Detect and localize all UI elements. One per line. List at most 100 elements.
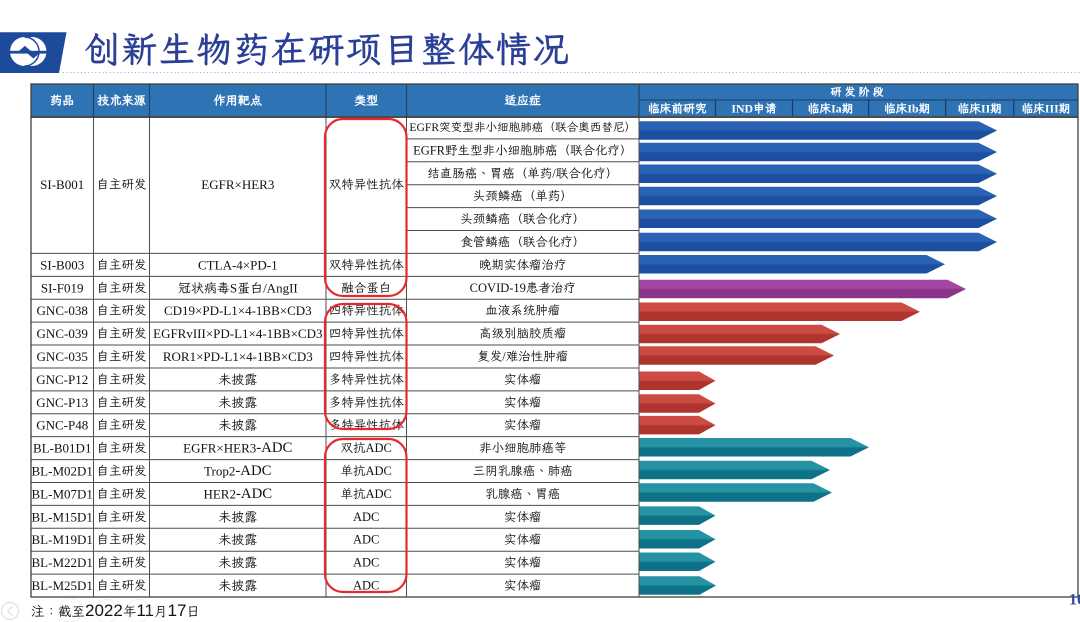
svg-text:实体瘤: 实体瘤 [504,579,542,593]
svg-text:自主研发: 自主研发 [96,281,146,295]
svg-text:BL-M15D1: BL-M15D1 [32,509,93,524]
svg-text:ADC: ADC [353,510,379,524]
svg-text:EGFR突变型非小细胞肺癌（联合奥西替尼）: EGFR突变型非小细胞肺癌（联合奥西替尼） [409,121,636,134]
svg-text:自主研发: 自主研发 [96,304,146,318]
svg-text:研发阶段: 研发阶段 [831,86,887,99]
svg-text:ROR1×PD-L1×4-1BB×CD3: ROR1×PD-L1×4-1BB×CD3 [163,349,313,364]
svg-text:实体瘤: 实体瘤 [504,510,542,524]
svg-text:未披露: 未披露 [218,372,257,387]
svg-text:EGFRvIII×PD-L1×4-1BB×CD3: EGFRvIII×PD-L1×4-1BB×CD3 [153,326,322,341]
svg-text:GNC-039: GNC-039 [37,326,88,341]
svg-text:自主研发: 自主研发 [96,441,146,455]
svg-text:SI-F019: SI-F019 [41,280,84,295]
svg-text:自主研发: 自主研发 [96,258,146,272]
svg-text:临床III期: 临床III期 [1021,102,1070,116]
svg-text:BL-M19D1: BL-M19D1 [32,532,93,547]
svg-text:冠状病毒S蛋白/AngII: 冠状病毒S蛋白/AngII [178,280,298,295]
svg-text:SI-B001: SI-B001 [40,177,84,192]
svg-text:BL-M02D1: BL-M02D1 [32,464,93,479]
svg-text:SI-B003: SI-B003 [40,257,84,272]
svg-text:双特异性抗体: 双特异性抗体 [329,178,405,192]
svg-text:未披露: 未披露 [218,418,257,433]
svg-text:头颈鳞癌（单药）: 头颈鳞癌（单药） [473,189,573,203]
svg-text:乳腺癌、胃癌: 乳腺癌、胃癌 [485,487,560,501]
svg-text:未披露: 未披露 [218,395,257,410]
svg-text:药品: 药品 [50,94,74,108]
svg-text:自主研发: 自主研发 [96,395,146,409]
svg-text:融合蛋白: 融合蛋白 [341,281,391,295]
svg-text:ADC: ADC [353,579,379,593]
svg-text:血液系统肿瘤: 血液系统肿瘤 [485,304,560,318]
svg-text:自主研发: 自主研发 [96,178,146,192]
svg-text:晚期实体瘤治疗: 晚期实体瘤治疗 [479,258,567,272]
svg-text:EGFR野生型非小细胞肺癌（联合化疗）: EGFR野生型非小细胞肺癌（联合化疗） [413,143,632,157]
svg-text:未披露: 未披露 [218,509,257,524]
svg-text:临床II期: 临床II期 [957,102,1002,116]
svg-text:未披露: 未披露 [218,578,257,593]
svg-text:实体瘤: 实体瘤 [504,372,542,386]
svg-text:非小细胞肺癌等: 非小细胞肺癌等 [479,441,567,455]
svg-text:未披露: 未披露 [218,532,257,547]
svg-text:多特异性抗体: 多特异性抗体 [329,372,405,386]
svg-text:单抗ADC: 单抗ADC [340,464,391,478]
svg-text:ADC: ADC [353,556,379,570]
svg-text:自主研发: 自主研发 [96,372,146,386]
svg-text:双特异性抗体: 双特异性抗体 [329,258,405,272]
svg-text:创新生物药在研项目整体情况: 创新生物药在研项目整体情况 [84,30,570,70]
svg-text:实体瘤: 实体瘤 [504,533,542,547]
svg-text:自主研发: 自主研发 [96,556,146,570]
svg-text:Trop2-ADC: Trop2-ADC [204,463,272,479]
svg-text:自主研发: 自主研发 [96,579,146,593]
svg-text:适应症: 适应症 [505,94,542,108]
svg-text:结直肠癌、胃癌（单药/联合化疗）: 结直肠癌、胃癌（单药/联合化疗） [427,166,618,180]
svg-text:头颈鳞癌（联合化疗）: 头颈鳞癌（联合化疗） [460,212,585,226]
svg-text:自主研发: 自主研发 [96,533,146,547]
svg-text:作用靶点: 作用靶点 [213,94,262,108]
svg-text:EGFR×HER3-ADC: EGFR×HER3-ADC [183,440,292,456]
svg-text:类型: 类型 [354,94,378,108]
svg-text:临床前研究: 临床前研究 [648,102,707,116]
svg-text:高级别脑胶质瘤: 高级别脑胶质瘤 [479,327,567,341]
svg-text:实体瘤: 实体瘤 [504,556,542,570]
svg-text:GNC-P48: GNC-P48 [36,418,88,433]
svg-text:自主研发: 自主研发 [96,510,146,524]
svg-text:多特异性抗体: 多特异性抗体 [329,395,405,409]
svg-text:ADC: ADC [353,533,379,547]
svg-text:自主研发: 自主研发 [96,487,146,501]
svg-text:BL-M07D1: BL-M07D1 [32,486,93,501]
svg-text:自主研发: 自主研发 [96,464,146,478]
svg-text:未披露: 未披露 [218,555,257,570]
svg-text:注：截至2022年11月17日: 注：截至2022年11月17日 [31,601,200,620]
svg-text:GNC-035: GNC-035 [37,349,88,364]
svg-text:四特异性抗体: 四特异性抗体 [329,350,405,364]
svg-text:自主研发: 自主研发 [96,418,146,432]
svg-text:三阴乳腺癌、肺癌: 三阴乳腺癌、肺癌 [473,464,573,478]
svg-text:临床Ib期: 临床Ib期 [884,102,931,116]
svg-text:GNC-P13: GNC-P13 [36,395,88,410]
svg-text:食管鳞癌（联合化疗）: 食管鳞癌（联合化疗） [460,235,585,249]
svg-text:多特异性抗体: 多特异性抗体 [329,418,405,432]
svg-text:复发/难治性肿瘤: 复发/难治性肿瘤 [477,350,568,364]
svg-text:实体瘤: 实体瘤 [504,395,542,409]
svg-text:单抗ADC: 单抗ADC [340,487,391,501]
svg-text:临床Ia期: 临床Ia期 [808,102,854,116]
svg-text:IND申请: IND申请 [731,102,776,116]
svg-text:COVID-19患者治疗: COVID-19患者治疗 [470,281,576,295]
svg-text:GNC-P12: GNC-P12 [36,372,88,387]
svg-text:技术来源: 技术来源 [97,94,146,108]
svg-text:BL-M25D1: BL-M25D1 [32,578,93,593]
svg-text:BL-M22D1: BL-M22D1 [32,555,93,570]
svg-text:EGFR×HER3: EGFR×HER3 [201,177,274,192]
svg-text:CTLA-4×PD-1: CTLA-4×PD-1 [198,257,278,272]
svg-text:实体瘤: 实体瘤 [504,418,542,432]
svg-text:四特异性抗体: 四特异性抗体 [329,327,405,341]
svg-text:HER2-ADC: HER2-ADC [203,486,272,502]
svg-text:10: 10 [1069,592,1080,609]
svg-text:双抗ADC: 双抗ADC [340,441,391,455]
svg-text:CD19×PD-L1×4-1BB×CD3: CD19×PD-L1×4-1BB×CD3 [164,303,312,318]
svg-text:BL-B01D1: BL-B01D1 [33,441,92,456]
svg-text:自主研发: 自主研发 [96,350,146,364]
svg-text:自主研发: 自主研发 [96,327,146,341]
svg-text:四特异性抗体: 四特异性抗体 [329,304,405,318]
svg-text:GNC-038: GNC-038 [37,303,88,318]
